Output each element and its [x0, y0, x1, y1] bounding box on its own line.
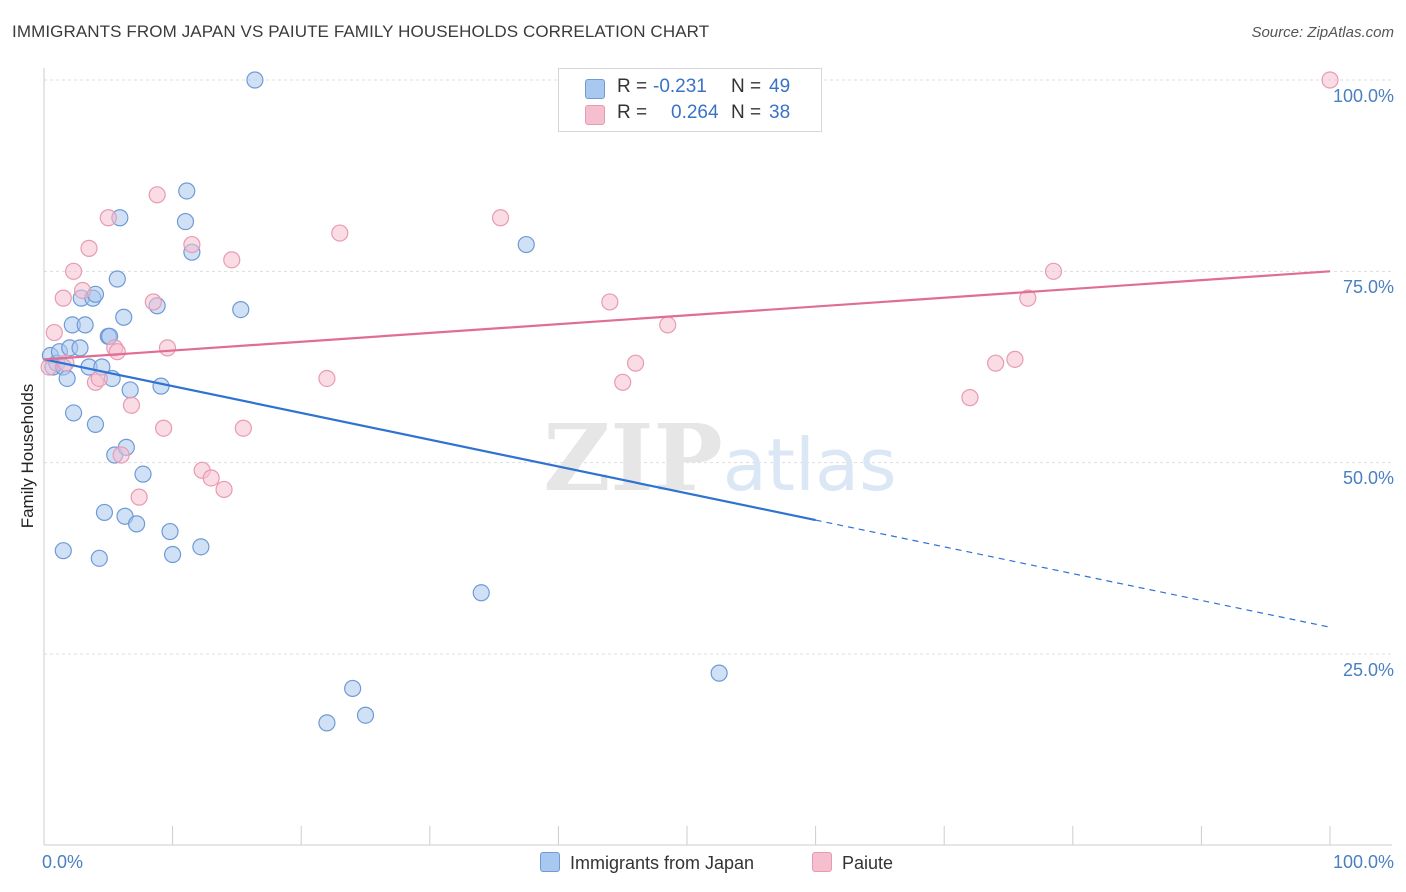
paiute-point [659, 316, 677, 334]
japan-point [108, 270, 126, 288]
japan-point [127, 515, 146, 533]
japan-point [86, 415, 105, 433]
japan-point [246, 71, 264, 89]
japan-point [90, 549, 108, 567]
watermark: ZIPatlas [543, 404, 896, 512]
stats-legend: R = -0.231 N = 49 R = 0.264 N = 38 [558, 68, 822, 132]
r-value: 0.264 [671, 102, 719, 123]
y-tick-label-50: 50.0% [1342, 468, 1394, 488]
japan-point [134, 465, 152, 483]
paiute-point [202, 469, 220, 487]
paiute-point [73, 281, 92, 300]
paiute-point [1044, 262, 1063, 280]
paiute-point [601, 293, 619, 311]
y-tick-label-25: 25.0% [1342, 660, 1394, 680]
japan-point [192, 538, 210, 556]
paiute-point [1019, 289, 1037, 307]
paiute-point [154, 419, 173, 437]
japan-point [58, 369, 76, 388]
paiute-point [130, 488, 148, 506]
n-value: 49 [769, 76, 791, 97]
legend-label-japan: Immigrants from Japan [570, 853, 755, 873]
y-tick-label-75: 75.0% [1342, 277, 1394, 297]
legend-item-japan[interactable]: Immigrants from Japan [540, 852, 754, 874]
japan-point [161, 522, 179, 541]
trend-lines [43, 270, 1331, 628]
japan-point [71, 339, 89, 357]
n-label: N = [731, 102, 762, 123]
japan-point [176, 212, 195, 231]
n-label: N = [731, 76, 762, 97]
legend-label-paiute: Paiute [842, 853, 894, 873]
r-label: R = [617, 76, 648, 97]
paiute-point [80, 239, 98, 257]
japan-point [232, 301, 250, 319]
japan-point [472, 584, 490, 602]
paiute-point [54, 289, 72, 307]
paiute-point [148, 186, 166, 204]
paiute-point [331, 224, 349, 242]
x-tick-label-max: 100.0% [1332, 852, 1394, 872]
japan-point [121, 381, 139, 399]
japan-point [178, 182, 196, 200]
r-label: R = [617, 102, 648, 123]
paiute-point [223, 251, 241, 269]
japan-point [164, 545, 182, 564]
japan-trend-extension [815, 519, 1331, 628]
japan-point [517, 235, 535, 254]
paiute-legend-swatch [812, 852, 832, 872]
paiute-point [183, 235, 201, 254]
paiute-point [99, 209, 117, 227]
paiute-point [626, 354, 645, 372]
japan-point [95, 503, 114, 522]
paiute-point [64, 262, 83, 280]
paiute-point [112, 446, 130, 464]
japan-point [356, 706, 375, 724]
japan-point [115, 308, 133, 326]
axes [43, 68, 1392, 846]
paiute-point [614, 373, 632, 391]
japan-point [318, 714, 336, 732]
paiute-point [1321, 71, 1339, 89]
chart-title: IMMIGRANTS FROM JAPAN VS PAIUTE FAMILY H… [12, 22, 710, 41]
paiute-point [144, 293, 162, 311]
paiute-swatch [585, 105, 605, 125]
paiute-point [215, 480, 233, 499]
japan-swatch [585, 79, 605, 99]
paiute-point [158, 339, 177, 357]
japan-point [710, 664, 728, 682]
japan-point [152, 377, 170, 395]
japan-point [64, 404, 83, 422]
r-value: -0.231 [653, 76, 707, 97]
watermark-text: ZIPatlas [543, 404, 896, 512]
legend-item-paiute[interactable]: Paiute [812, 852, 893, 874]
japan-legend-swatch [540, 852, 560, 872]
japan-point [54, 542, 72, 560]
n-value: 38 [769, 102, 791, 123]
paiute-point [108, 343, 126, 361]
paiute-point [961, 389, 979, 407]
japan-trend-line [43, 358, 816, 522]
paiute-point [1006, 350, 1024, 368]
paiute-point [234, 419, 252, 437]
grid-lines [44, 79, 1392, 655]
x-tick-label-min: 0.0% [42, 852, 84, 872]
japan-point [76, 316, 94, 334]
data-points [40, 71, 1339, 732]
y-tick-label-100: 100.0% [1332, 86, 1394, 106]
paiute-point [122, 396, 141, 414]
source-label: Source: ZipAtlas.com [1251, 24, 1394, 41]
paiute-point [987, 354, 1005, 372]
japan-point [344, 679, 362, 698]
paiute-point [318, 369, 336, 388]
paiute-point [491, 209, 510, 227]
paiute-trend-line [43, 270, 1331, 361]
paiute-point [45, 323, 63, 342]
